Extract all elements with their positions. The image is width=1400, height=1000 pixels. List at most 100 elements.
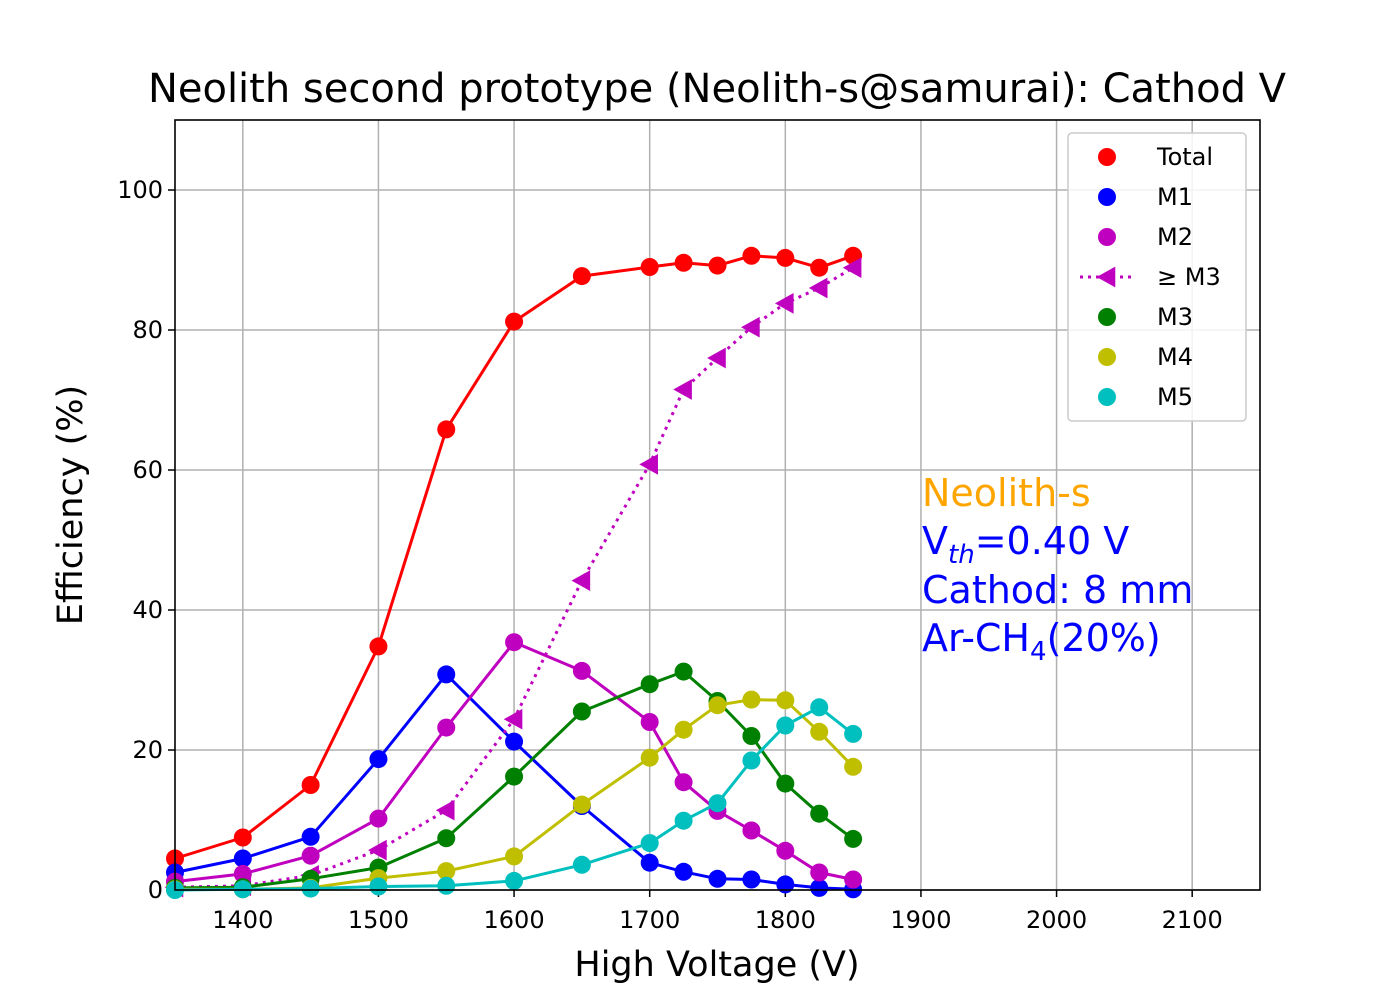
x-tick-label: 1500 (348, 906, 409, 934)
annotation-threshold: Vth=0.40 V (922, 519, 1129, 570)
annotation-cathode: Cathod: 8 mm (922, 568, 1193, 612)
data-point (742, 821, 761, 840)
data-point (774, 293, 794, 314)
data-point (505, 767, 524, 786)
data-point (842, 257, 862, 279)
series-ge-m3 (164, 257, 862, 898)
data-point (233, 849, 252, 868)
legend-label: Total (1156, 143, 1213, 171)
data-point (505, 633, 524, 652)
y-tick-label: 0 (148, 876, 163, 904)
data-point (369, 637, 388, 656)
legend-entries: Total M1 M2 ≥ M3 M3 M4 M5 (1080, 143, 1221, 411)
data-point (810, 258, 829, 277)
x-tick-label: 1700 (619, 906, 680, 934)
data-point (437, 862, 456, 881)
data-point (505, 312, 524, 331)
legend-label: M4 (1157, 343, 1193, 371)
x-tick-label: 1600 (484, 906, 545, 934)
legend-marker (1096, 266, 1116, 288)
data-point (810, 863, 829, 882)
data-point (571, 570, 591, 591)
annotation-gas-suffix: (20%) (1047, 616, 1161, 660)
data-point (301, 846, 320, 865)
data-point (742, 690, 761, 709)
data-point (505, 732, 524, 751)
data-point (844, 870, 863, 889)
data-point (810, 698, 829, 717)
data-point (776, 841, 795, 860)
legend-marker (1098, 348, 1116, 366)
data-point (776, 691, 795, 710)
data-point (437, 665, 456, 684)
legend-marker (1098, 228, 1116, 246)
legend-label: M1 (1157, 183, 1193, 211)
y-tick-label: 40 (132, 596, 163, 624)
data-point (301, 776, 320, 794)
data-point (673, 379, 692, 400)
legend-entry: M4 (1098, 343, 1193, 371)
series-line (174, 670, 855, 890)
data-point (776, 248, 795, 267)
data-point (808, 277, 828, 299)
data-point (707, 347, 726, 369)
chart-title: Neolith second prototype (Neolith-s@samu… (148, 66, 1287, 112)
data-point (640, 748, 659, 767)
data-point (742, 870, 761, 889)
x-tick-label: 1400 (212, 906, 273, 934)
plot-frame (174, 119, 1261, 891)
y-tick-label: 80 (132, 316, 163, 344)
data-point (640, 675, 659, 694)
data-point (810, 878, 829, 897)
y-axis-label: Efficiency (%) (51, 385, 91, 625)
legend-label: ≥ M3 (1157, 263, 1221, 291)
data-point (844, 724, 863, 743)
data-point (301, 827, 320, 846)
data-point (674, 253, 693, 272)
x-axis-ticks: 1400 1500 1600 1700 1800 1900 2000 2100 (212, 890, 1223, 934)
legend-marker (1098, 308, 1116, 326)
data-point (368, 839, 387, 861)
series-total (166, 246, 863, 868)
y-axis-ticks: 0 20 40 60 80 100 (117, 176, 175, 904)
legend-label: M5 (1157, 383, 1193, 411)
data-point (369, 750, 388, 769)
legend-entry: M2 (1098, 223, 1193, 251)
legend-marker (1098, 388, 1116, 406)
annotation-gas-prefix: Ar-CH (922, 616, 1030, 660)
data-point (844, 829, 863, 848)
data-point (640, 258, 659, 276)
data-point (708, 256, 727, 275)
annotation-box: Neolith-s Vth=0.40 V Cathod: 8 mm Ar-CH4… (922, 471, 1193, 667)
annotation-gas-sub: 4 (1030, 637, 1047, 667)
y-tick-label: 60 (132, 456, 163, 484)
legend-entry: Total (1098, 143, 1213, 171)
series-m5 (166, 698, 863, 899)
data-point (674, 662, 693, 681)
legend-frame (1067, 132, 1247, 422)
legend-marker (1098, 148, 1116, 166)
data-point (741, 316, 760, 338)
data-point (505, 871, 524, 890)
data-point (708, 794, 727, 813)
data-point (844, 757, 863, 776)
data-point (674, 773, 693, 792)
data-point (640, 853, 659, 872)
data-point (369, 877, 388, 896)
annotation-detector: Neolith-s (922, 471, 1091, 515)
annotation-gas: Ar-CH4(20%) (922, 616, 1161, 667)
legend-entry: M1 (1098, 183, 1193, 211)
data-point (708, 696, 727, 715)
data-point (572, 702, 591, 721)
legend-entry: M5 (1098, 383, 1193, 411)
data-point (810, 722, 829, 741)
series-layer (164, 246, 863, 899)
series-m1 (166, 665, 863, 899)
annotation-threshold-sub: th (948, 540, 975, 570)
data-point (233, 828, 252, 847)
data-point (674, 811, 693, 830)
data-point (776, 875, 795, 894)
data-point (708, 869, 727, 888)
data-point (674, 720, 693, 739)
data-point (437, 876, 456, 895)
